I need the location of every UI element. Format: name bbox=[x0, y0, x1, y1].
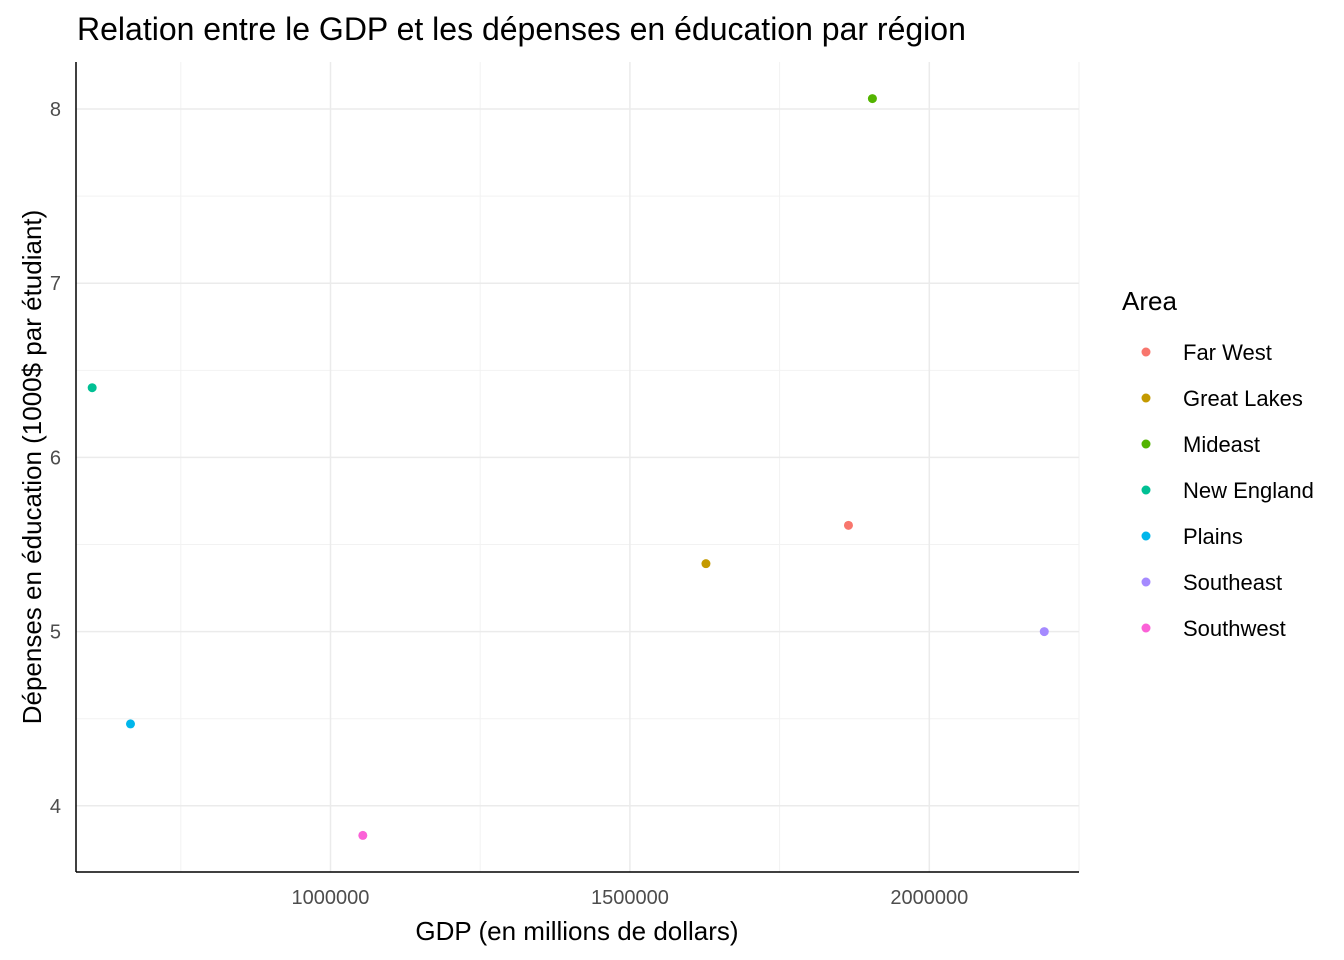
x-axis-ticks: 1000000 1500000 2000000 bbox=[292, 887, 969, 909]
y-tick-label: 6 bbox=[50, 447, 61, 469]
data-point-southwest bbox=[358, 830, 368, 840]
data-points bbox=[87, 94, 1049, 840]
data-point-great-lakes bbox=[701, 559, 711, 569]
legend-label: Far West bbox=[1183, 340, 1272, 365]
legend: Area Far West Great Lakes Mideast New Engla… bbox=[1122, 286, 1314, 641]
data-point-southeast bbox=[1039, 627, 1049, 637]
grid-major bbox=[76, 62, 1079, 872]
legend-key bbox=[1141, 393, 1151, 403]
data-point-mideast bbox=[867, 94, 877, 104]
data-point-new-england bbox=[87, 383, 97, 393]
x-tick-label: 1500000 bbox=[591, 887, 669, 909]
legend-key bbox=[1141, 485, 1151, 495]
legend-label: Plains bbox=[1183, 524, 1243, 549]
chart-title: Relation entre le GDP et les dépenses en… bbox=[77, 11, 966, 47]
legend-items: Far West Great Lakes Mideast New England Pla… bbox=[1141, 340, 1314, 641]
legend-key bbox=[1141, 347, 1151, 357]
y-axis-title: Dépenses en éducation (1000$ par étudian… bbox=[17, 210, 47, 725]
grid-minor bbox=[76, 62, 1080, 872]
x-tick-label: 2000000 bbox=[890, 887, 968, 909]
legend-key bbox=[1141, 439, 1151, 449]
legend-key bbox=[1141, 531, 1151, 541]
legend-label: Southeast bbox=[1183, 570, 1282, 595]
data-point-plains bbox=[125, 719, 135, 729]
y-axis-ticks: 4 5 6 7 8 bbox=[50, 99, 61, 818]
legend-key bbox=[1141, 623, 1151, 633]
legend-key bbox=[1141, 577, 1151, 587]
legend-title: Area bbox=[1122, 286, 1177, 316]
y-tick-label: 5 bbox=[50, 622, 61, 644]
legend-label: Mideast bbox=[1183, 432, 1260, 457]
legend-label: Great Lakes bbox=[1183, 386, 1303, 411]
y-tick-label: 8 bbox=[50, 99, 61, 121]
legend-label: New England bbox=[1183, 478, 1314, 503]
y-tick-label: 4 bbox=[50, 796, 61, 818]
data-point-far-west bbox=[843, 520, 853, 530]
y-tick-label: 7 bbox=[50, 273, 61, 295]
x-axis-title: GDP (en millions de dollars) bbox=[415, 916, 738, 946]
x-tick-label: 1000000 bbox=[292, 887, 370, 909]
legend-label: Southwest bbox=[1183, 616, 1286, 641]
axes bbox=[75, 62, 1079, 873]
